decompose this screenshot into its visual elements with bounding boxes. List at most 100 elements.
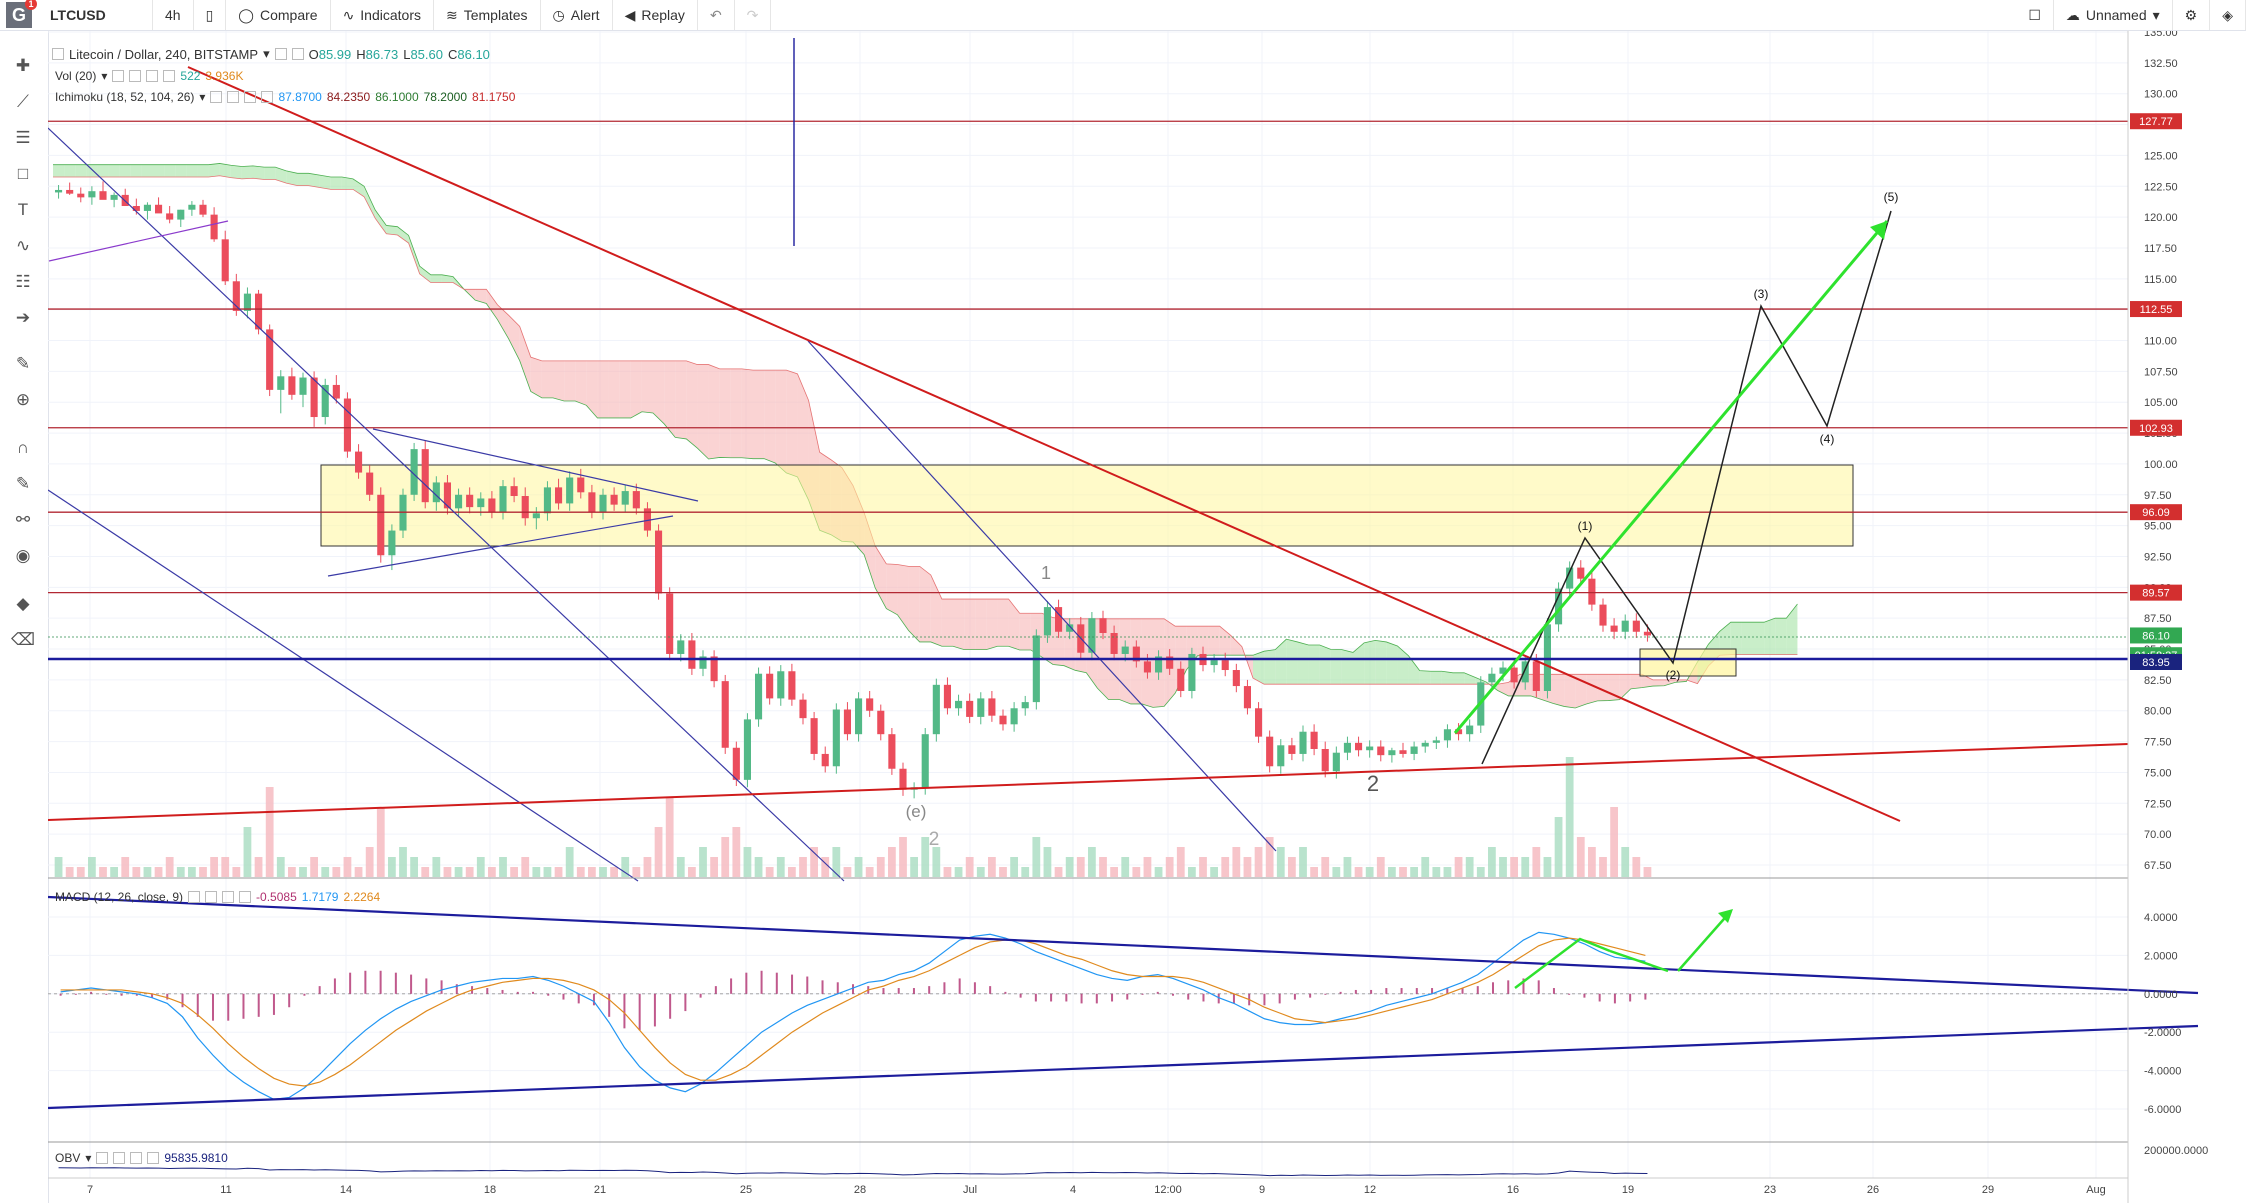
candle[interactable] [277, 376, 285, 390]
layout-button[interactable]: ☁ Unnamed ▾ [2054, 0, 2173, 30]
candle[interactable] [732, 747, 740, 780]
candle[interactable] [1588, 578, 1596, 605]
candle[interactable] [77, 193, 85, 198]
candle[interactable] [1432, 740, 1440, 743]
candle[interactable] [1377, 746, 1385, 756]
candle[interactable] [377, 494, 385, 556]
trend-line-icon[interactable]: ⟋ [17, 92, 29, 111]
trash-icon[interactable]: ⌫ [10, 630, 36, 649]
wedge-line-top[interactable] [48, 220, 229, 262]
templates-button[interactable]: ≋ Templates [434, 0, 541, 30]
obv-eye-icon[interactable] [96, 1152, 109, 1164]
candle[interactable] [388, 530, 396, 556]
chevron-down-icon[interactable]: ▾ [101, 69, 108, 83]
vol-close-icon[interactable] [146, 70, 159, 82]
candle[interactable] [1132, 646, 1140, 662]
candle[interactable] [1343, 742, 1351, 753]
candle[interactable] [932, 684, 940, 735]
candle[interactable] [1021, 702, 1029, 709]
replay-button[interactable]: ◀ Replay [613, 0, 698, 30]
candle[interactable] [1577, 567, 1585, 579]
pattern-icon[interactable]: ∿ [15, 236, 31, 255]
candle[interactable] [1599, 604, 1607, 626]
chart-canvas[interactable]: (1)(2)(3)(4)(5)12(e)2 135.00132.50130.00… [48, 31, 2246, 1203]
candle[interactable] [677, 640, 685, 654]
candle[interactable] [177, 209, 185, 220]
candle[interactable] [1443, 729, 1451, 741]
candle[interactable] [1143, 661, 1151, 673]
candle[interactable] [1455, 729, 1463, 735]
candle[interactable] [488, 498, 496, 513]
candle[interactable] [1388, 750, 1396, 756]
channel-line-lower[interactable] [48, 489, 639, 882]
macd-lower-trendline[interactable] [48, 1024, 2199, 1110]
ich-more-icon[interactable] [261, 91, 274, 103]
candle[interactable] [655, 530, 663, 594]
candle[interactable] [1177, 668, 1185, 691]
candle[interactable] [355, 451, 363, 473]
indicators-button[interactable]: ∿ Indicators [331, 0, 434, 30]
channel-line-upper[interactable] [48, 127, 845, 882]
candle[interactable] [255, 293, 263, 330]
candle[interactable] [1610, 625, 1618, 632]
candle[interactable] [1099, 618, 1107, 633]
candle[interactable] [510, 486, 518, 497]
candle[interactable] [710, 656, 718, 682]
macd-close-icon[interactable] [222, 891, 235, 903]
candle[interactable] [688, 640, 696, 669]
candle[interactable] [288, 376, 296, 395]
channel-line-mid[interactable] [807, 340, 1277, 852]
unlock-icon[interactable]: ⚯ [15, 510, 31, 529]
logo-icon[interactable]: G 1 [6, 0, 37, 28]
triangle-line-top[interactable] [372, 428, 699, 502]
projection-icon[interactable]: ☷ [15, 272, 31, 291]
obv-close-icon[interactable] [130, 1152, 143, 1164]
candle[interactable] [521, 496, 529, 519]
snapshot-button[interactable]: ◈ [2210, 0, 2246, 30]
macd-settings-icon[interactable] [205, 891, 218, 903]
candle[interactable] [1166, 656, 1174, 669]
candle[interactable] [821, 753, 829, 767]
candle[interactable] [843, 709, 851, 735]
candle[interactable] [1088, 618, 1096, 653]
chevron-down-icon[interactable]: ▾ [199, 90, 206, 104]
candle[interactable] [1010, 708, 1018, 725]
candle[interactable] [1321, 748, 1329, 772]
collapse-icon[interactable] [52, 48, 64, 60]
candle[interactable] [1543, 624, 1551, 691]
fullscreen-button[interactable]: ☐ [2016, 0, 2054, 30]
crosshair-icon[interactable]: ✚ [15, 56, 31, 75]
obv-more-icon[interactable] [147, 1152, 160, 1164]
candle[interactable] [832, 709, 840, 767]
candle[interactable] [610, 494, 618, 505]
elliott-wave-path[interactable] [1481, 210, 1892, 765]
candle[interactable] [577, 477, 585, 493]
macd-green-arrow-1[interactable] [1514, 937, 1611, 989]
candle[interactable] [1488, 673, 1496, 683]
candle[interactable] [432, 482, 440, 503]
candle[interactable] [643, 508, 651, 531]
candle[interactable] [232, 281, 240, 311]
candle[interactable] [743, 719, 751, 780]
magnet-icon[interactable]: ∩ [16, 438, 30, 457]
candle[interactable] [1521, 661, 1529, 683]
candle[interactable] [1277, 745, 1285, 767]
candle[interactable] [588, 492, 596, 513]
settings-button[interactable]: ⚙ [2173, 0, 2211, 30]
candle[interactable] [810, 718, 818, 754]
candle[interactable] [1332, 752, 1340, 772]
undo-button[interactable]: ↶ [698, 0, 735, 30]
candle[interactable] [888, 734, 896, 769]
support-uptrend-line[interactable] [48, 743, 2129, 821]
candle[interactable] [1232, 670, 1240, 687]
candle[interactable] [566, 477, 574, 504]
candle[interactable] [221, 239, 229, 282]
candle[interactable] [1266, 736, 1274, 767]
candle[interactable] [1043, 607, 1051, 636]
candle[interactable] [321, 384, 329, 418]
candle[interactable] [1510, 667, 1518, 683]
candle[interactable] [155, 204, 163, 214]
macd-eye-icon[interactable] [188, 891, 201, 903]
candle[interactable] [143, 204, 151, 211]
alert-button[interactable]: ◷ Alert [541, 0, 613, 30]
